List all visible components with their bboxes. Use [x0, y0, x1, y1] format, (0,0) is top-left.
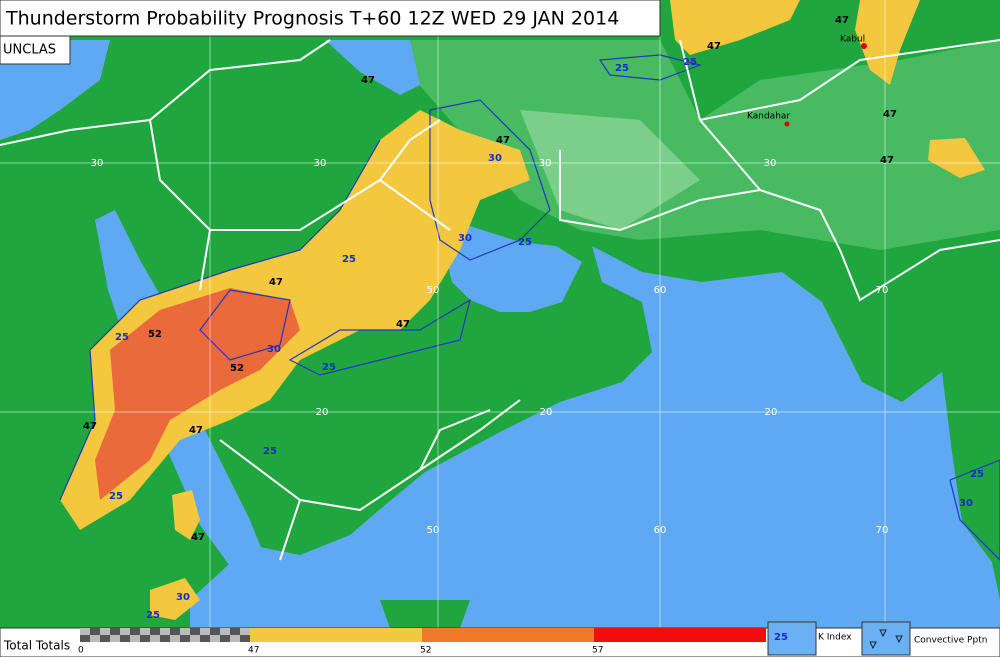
probability-47 [928, 138, 985, 178]
place-name: Kabul [840, 35, 865, 45]
legend-band-47 [250, 628, 422, 642]
convective-swatch [861, 621, 911, 656]
k-index-label: 25 [683, 57, 697, 68]
country-border [0, 39, 1000, 561]
land [380, 600, 470, 628]
k-index-label: 25 [970, 469, 984, 480]
k-index-contour [949, 459, 1000, 561]
grid-label: 20 [316, 407, 329, 418]
k-index-swatch [767, 621, 817, 656]
k-index-contour [429, 99, 551, 261]
total-totals-label: 52 [230, 363, 244, 374]
k-index-label: 25 [146, 610, 160, 621]
legend-scale: 57 [592, 646, 603, 656]
total-totals-label: 47 [880, 155, 894, 166]
legend-scale: 0 [78, 646, 84, 656]
highland [380, 40, 1000, 250]
grid-label: 30 [314, 158, 327, 169]
probability-47 [172, 490, 200, 540]
grid-label: 60 [654, 285, 667, 296]
legend-band-52 [422, 628, 594, 642]
k-index-label: 25 [615, 63, 629, 74]
k-index-label: 25 [342, 254, 356, 265]
sea [190, 246, 1000, 628]
k-index-label: 25 [518, 237, 532, 248]
k-index-label: 25 [322, 362, 336, 373]
total-totals-label: 47 [189, 425, 203, 436]
k-index-label: 25 [115, 332, 129, 343]
grid-label: 60 [654, 525, 667, 536]
convective-symbol [869, 629, 903, 650]
title-box [0, 0, 661, 37]
city-marker [784, 121, 790, 127]
probability-47 [670, 0, 800, 55]
grid-label: 30 [91, 158, 104, 169]
graticule [0, 0, 1000, 628]
grid-label: 70 [876, 525, 889, 536]
k-index-label: 25 [109, 491, 123, 502]
k-index-label: 30 [458, 233, 472, 244]
sea [0, 40, 110, 140]
legend-k-index: K Index [818, 633, 852, 643]
place-name: Kandahar [747, 112, 790, 122]
total-totals-label: 47 [396, 319, 410, 330]
k-index-label: 30 [267, 344, 281, 355]
grid-label: 30 [539, 158, 552, 169]
city-marker [861, 43, 867, 49]
classification: UNCLAS [3, 43, 56, 58]
total-totals-label: 47 [883, 109, 897, 120]
total-totals-label: 47 [707, 41, 721, 52]
legend-convective: Convective Pptn [914, 636, 987, 646]
k-index-label: 30 [959, 498, 973, 509]
grid-label: 30 [764, 158, 777, 169]
k-index-sample: 25 [774, 632, 788, 643]
k-index-label: 25 [263, 446, 277, 457]
k-index-label: 30 [488, 153, 502, 164]
probability-47 [150, 578, 200, 620]
total-totals-label: 47 [835, 15, 849, 26]
k-index-label: 30 [176, 592, 190, 603]
total-totals-label: 47 [83, 421, 97, 432]
classification-box [0, 35, 71, 65]
k-index-contour [288, 298, 471, 376]
legend-scale: 52 [420, 646, 431, 656]
k-index-contour [199, 289, 291, 361]
labels: 30 30 30 30 20 20 20 50 60 70 50 60 70 47 47 47 47 47 47 47… [83, 15, 984, 621]
sea [325, 40, 420, 95]
total-totals-label: 47 [269, 277, 283, 288]
probability-47 [855, 0, 920, 85]
probability-52 [95, 288, 300, 500]
legend-title: Total Totals [3, 639, 70, 653]
total-totals-label: 47 [496, 135, 510, 146]
sea [440, 226, 582, 312]
grid-label: 50 [427, 525, 440, 536]
grid-label: 50 [427, 285, 440, 296]
total-totals-label: 52 [148, 329, 162, 340]
grid-label: 20 [765, 407, 778, 418]
legend-scale: 47 [248, 646, 259, 656]
map-title: Thunderstorm Probability Prognosis T+60 … [5, 8, 619, 30]
grid-label: 70 [876, 285, 889, 296]
grid-label: 20 [540, 407, 553, 418]
mountains [520, 110, 700, 230]
legend-band-57 [594, 628, 766, 642]
k-index-contour [59, 139, 381, 501]
legend-checker [80, 628, 250, 642]
total-totals-label: 47 [361, 75, 375, 86]
k-index-contour [598, 54, 703, 81]
total-totals-label: 47 [191, 532, 205, 543]
